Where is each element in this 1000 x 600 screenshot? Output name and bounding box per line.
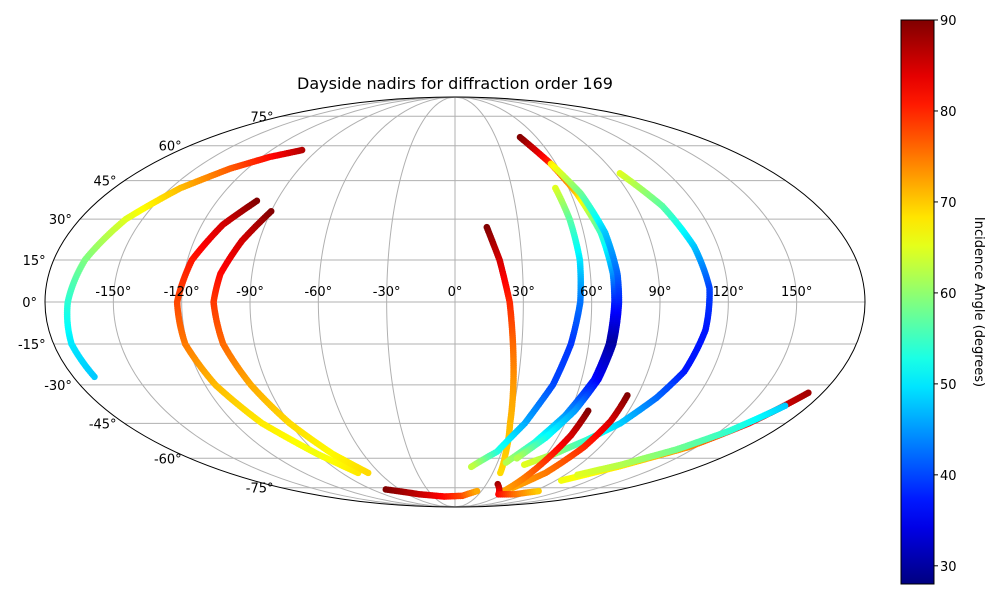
lon-tick-label: 90°: [648, 285, 671, 300]
lat-tick-label: 15°: [23, 254, 46, 269]
data-point: [364, 469, 372, 477]
data-point: [497, 469, 504, 477]
lat-tick-label: 75°: [250, 110, 273, 125]
lat-tick-label: -75°: [246, 482, 274, 497]
lon-tick-label: -90°: [236, 285, 264, 300]
latitude-tick-labels: 75° 60° 45° 30° 15° 0° -15° -30° -45° -60° -75°: [18, 110, 274, 496]
data-point: [557, 477, 565, 484]
colorbar-label: Incidence Angle (degrees): [971, 217, 986, 387]
colorbar-tick-label: 80: [940, 105, 957, 120]
lat-tick-label: 60°: [159, 140, 182, 155]
lat-tick-label: -60°: [154, 452, 182, 467]
lat-tick-label: 45°: [94, 175, 117, 190]
data-point: [513, 454, 521, 462]
lon-tick-label: 60°: [580, 285, 603, 300]
colorbar-tick-label: 70: [940, 196, 957, 211]
colorbar-tick-label: 60: [940, 287, 957, 302]
lon-tick-label: 0°: [448, 285, 463, 300]
longitude-tick-labels: -150° -120° -90° -60° -30° 0° 30° 60° 90° 120° 150…: [95, 285, 812, 300]
lat-tick-label: -15°: [18, 338, 46, 353]
lat-tick-label: -30°: [44, 379, 72, 394]
data-point: [91, 373, 98, 381]
lon-tick-label: 120°: [713, 285, 744, 300]
colorbar-tick-label: 50: [940, 378, 957, 393]
data-point: [473, 487, 481, 495]
lon-tick-label: -60°: [304, 285, 332, 300]
lon-tick-label: 30°: [512, 285, 535, 300]
data-points: [63, 133, 812, 500]
lon-tick-label: 150°: [781, 285, 812, 300]
lon-tick-label: -30°: [373, 285, 401, 300]
chart-title: Dayside nadirs for diffraction order 169: [297, 74, 613, 93]
lat-tick-label: -45°: [89, 417, 117, 432]
data-point: [574, 471, 581, 479]
lat-tick-label: 30°: [49, 213, 72, 228]
graticule: [45, 96, 865, 508]
data-point: [520, 461, 528, 468]
data-point: [535, 487, 542, 495]
lon-tick-label: -150°: [95, 285, 131, 300]
colorbar-gradient: [900, 19, 935, 585]
colorbar: 30 40 50 60 70 80 90 Incidence Angle (degrees): [900, 14, 986, 585]
lon-tick-label: -120°: [164, 285, 200, 300]
data-point: [502, 459, 510, 466]
colorbar-tick-label: 90: [940, 14, 957, 29]
data-point: [467, 463, 475, 471]
lat-tick-label: 0°: [22, 296, 37, 311]
colorbar-tick-label: 40: [940, 469, 957, 484]
colorbar-tick-label: 30: [940, 560, 957, 575]
map-frame: [44, 96, 866, 508]
